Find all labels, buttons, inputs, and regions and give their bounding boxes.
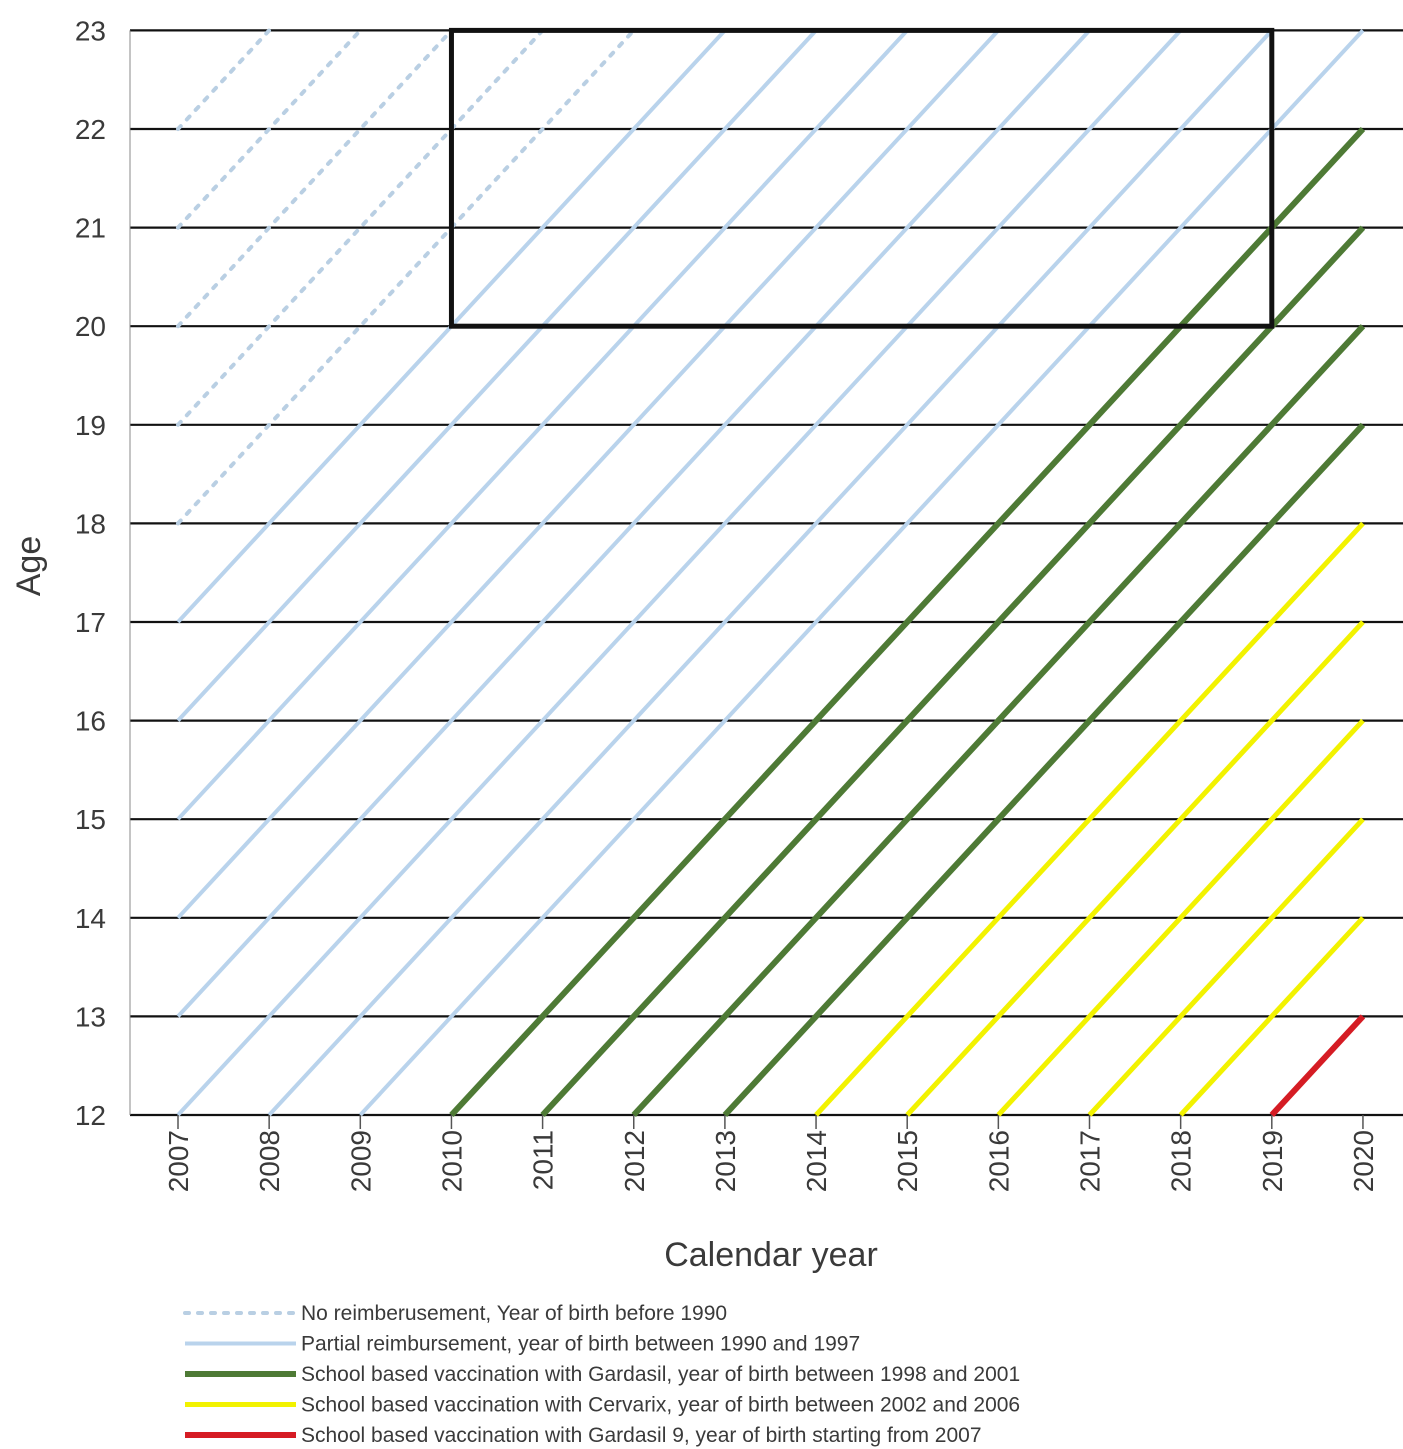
series-gardasil — [449, 126, 1366, 1118]
x-tick-2010: 2010 — [436, 1130, 467, 1192]
cohort-line-2002 — [814, 521, 1365, 1117]
y-tick-17: 17 — [75, 607, 106, 638]
highlight-box-layer — [448, 27, 1275, 329]
series-cervarix — [814, 521, 1365, 1117]
cohort-line-1989 — [176, 28, 636, 526]
x-tick-2012: 2012 — [619, 1130, 650, 1192]
y-tick-15: 15 — [75, 804, 106, 835]
legend-label-gardasil9: School based vaccination with Gardasil 9… — [301, 1424, 982, 1447]
y-tick-23: 23 — [75, 15, 106, 46]
cohort-line-2006 — [1178, 916, 1365, 1117]
cohort-lines — [176, 28, 1366, 1118]
cohort-line-2000 — [631, 324, 1366, 1118]
cohort-line-2005 — [1087, 817, 1365, 1117]
cohort-line-2007 — [1269, 1014, 1366, 1118]
x-tick-2019: 2019 — [1257, 1130, 1288, 1192]
y-tick-labels: 12 13 14 15 16 17 18 19 20 21 22 23 — [75, 15, 106, 1131]
series-partial — [176, 29, 1365, 1117]
y-tick-21: 21 — [75, 213, 106, 244]
y-tick-14: 14 — [75, 903, 106, 934]
grid-lines — [129, 29, 1403, 1117]
cohort-line-1985 — [176, 28, 272, 131]
cohort-line-1998 — [449, 126, 1366, 1118]
cohort-line-2004 — [996, 718, 1365, 1117]
x-tick-2015: 2015 — [892, 1130, 923, 1192]
x-tick-2011: 2011 — [528, 1130, 559, 1190]
x-tick-2016: 2016 — [983, 1130, 1014, 1192]
x-tick-2013: 2013 — [710, 1130, 741, 1192]
x-tick-2017: 2017 — [1075, 1130, 1106, 1192]
cohort-line-2003 — [905, 620, 1365, 1117]
cohort-line-1987 — [176, 28, 454, 329]
cohort-line-1999 — [540, 225, 1366, 1118]
highlight-box — [448, 27, 1275, 329]
cohort-line-1986 — [176, 28, 363, 230]
cohort-line-2001 — [722, 422, 1366, 1118]
series-no_reimbursement — [176, 28, 636, 526]
x-tick-2007: 2007 — [163, 1130, 194, 1192]
series-gardasil9 — [1269, 1014, 1366, 1118]
y-tick-19: 19 — [75, 410, 106, 441]
cohort-line-1988 — [176, 28, 545, 427]
cohort-line-1995 — [176, 29, 1183, 1117]
cohort-line-1997 — [358, 29, 1365, 1117]
x-axis-title: Calendar year — [664, 1236, 878, 1274]
cohort-line-1992 — [176, 29, 909, 821]
x-tick-2018: 2018 — [1166, 1130, 1197, 1192]
y-tick-12: 12 — [75, 1100, 106, 1131]
cohort-line-1993 — [176, 29, 1000, 920]
cohort-line-1994 — [176, 29, 1091, 1018]
legend-label-partial: Partial reimbursement, year of birth bet… — [301, 1333, 860, 1356]
x-tick-2008: 2008 — [254, 1130, 285, 1192]
legend: No reimberusement, Year of birth before … — [183, 1302, 1020, 1447]
y-tick-20: 20 — [75, 311, 106, 342]
cohort-line-1996 — [267, 29, 1274, 1117]
legend-label-no_reimbursement: No reimberusement, Year of birth before … — [301, 1302, 727, 1325]
y-tick-13: 13 — [75, 1001, 106, 1032]
y-tick-16: 16 — [75, 706, 106, 737]
y-tick-18: 18 — [75, 508, 106, 539]
x-tick-2014: 2014 — [801, 1130, 832, 1192]
legend-label-gardasil: School based vaccination with Gardasil, … — [301, 1363, 1020, 1386]
y-axis-title: Age — [10, 536, 48, 597]
cohort-line-1991 — [176, 29, 818, 722]
x-tick-2020: 2020 — [1348, 1130, 1379, 1192]
legend-label-cervarix: School based vaccination with Cervarix, … — [301, 1394, 1020, 1417]
x-tick-labels: 2007 2008 2009 2010 2011 2012 2013 2014 2015 2016… — [163, 1115, 1379, 1192]
y-tick-22: 22 — [75, 114, 106, 145]
x-tick-2009: 2009 — [345, 1130, 376, 1192]
